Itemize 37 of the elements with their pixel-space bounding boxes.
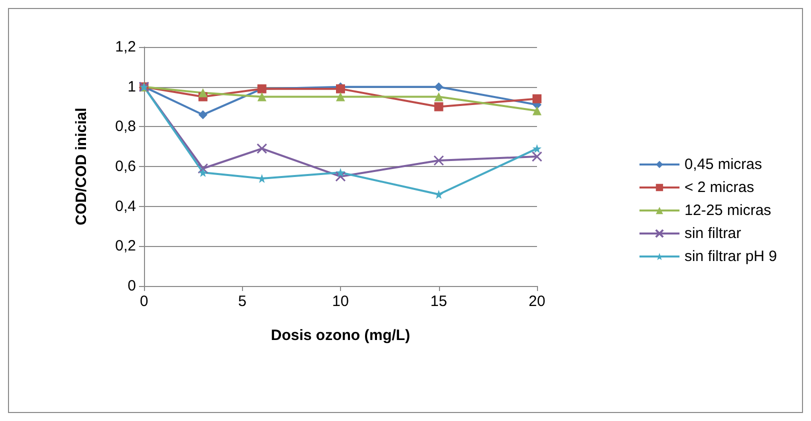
point [532,144,542,154]
y-tick-label: 1,2 [115,38,136,56]
point [198,88,208,98]
x-tick-label: 15 [430,293,448,310]
point [257,174,266,183]
point [434,82,444,92]
point [434,102,444,112]
y-tick-label: 0,4 [115,198,136,215]
point [532,94,542,104]
y-tick-label: 1 [128,78,136,96]
point [198,163,208,174]
legend-label: 0,45 micras [684,156,762,173]
y-tick-label: 0 [128,278,136,294]
x-tick-label: 5 [238,293,246,310]
x-axis-title: Dosis ozono (mg/L) [270,327,410,344]
point [335,171,346,182]
point [198,110,208,120]
x-tick-label: 0 [140,293,148,310]
point [336,92,345,102]
x-tick-label: 10 [332,293,349,310]
point [532,151,542,162]
y-tick-label: 0,2 [115,238,136,255]
legend-label: 12-25 micras [684,202,772,219]
point [336,168,345,177]
point [434,92,444,102]
point [434,155,444,166]
point [198,168,208,177]
point [257,92,266,102]
y-tick-label: 0,8 [115,118,136,136]
point [532,106,542,116]
x-tick-label: 20 [528,293,546,310]
legend-label: < 2 micras [684,179,754,196]
legend-label: sin filtrar [684,225,742,242]
y-tick-label: 0,6 [115,158,136,175]
y-axis-title: COD/COD inicial [73,108,90,226]
point [256,143,268,154]
legend-label: sin filtrar pH 9 [684,248,778,265]
